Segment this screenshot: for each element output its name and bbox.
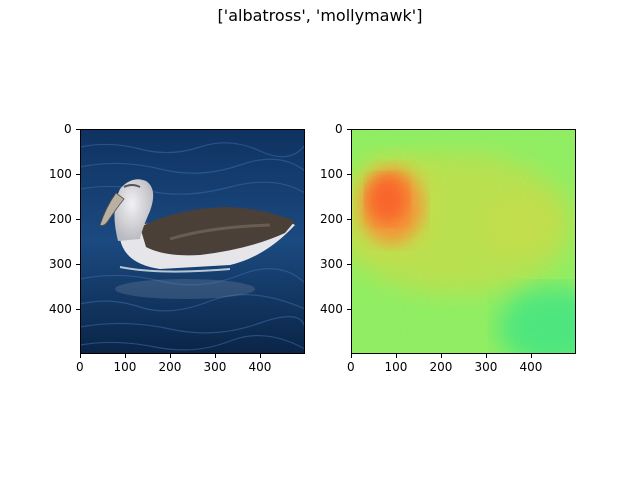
heatmap-panel: 0 100 200 300 400 0 100 200 300 400 <box>320 122 576 374</box>
y-tick-label: 200 <box>49 212 72 226</box>
x-tick-mark <box>79 354 81 358</box>
x-tick-mark <box>124 354 126 358</box>
bird-reflection <box>115 279 255 299</box>
x-tick-label: 0 <box>76 360 84 374</box>
y-tick-label: 100 <box>320 167 343 181</box>
x-tick-label: 100 <box>384 360 408 374</box>
water-ripples <box>80 142 305 351</box>
y-tick-label: 0 <box>64 122 72 136</box>
y-tick-mark <box>347 263 351 265</box>
bird-head <box>114 179 154 241</box>
y-tick-mark <box>347 308 351 310</box>
x-tick-mark <box>485 354 487 358</box>
x-tick-mark <box>214 354 216 358</box>
x-tick-mark <box>395 354 397 358</box>
y-tick-mark <box>347 173 351 175</box>
bird-beak <box>99 192 125 226</box>
y-tick-label: 0 <box>335 122 343 136</box>
x-tick-label: 100 <box>113 360 137 374</box>
y-tick-label: 100 <box>49 167 72 181</box>
saliency-heatmap <box>351 129 576 354</box>
x-tick-mark <box>169 354 171 358</box>
x-tick-label: 300 <box>203 360 227 374</box>
y-tick-label: 400 <box>320 302 343 316</box>
y-tick-label: 400 <box>49 302 72 316</box>
y-tick-mark <box>347 218 351 220</box>
bird-wing <box>140 207 295 256</box>
y-tick-mark <box>76 218 80 220</box>
x-tick-mark <box>259 354 261 358</box>
y-tick-mark <box>347 128 351 130</box>
y-tick-label: 200 <box>320 212 343 226</box>
y-tick-mark <box>76 173 80 175</box>
y-tick-mark <box>76 308 80 310</box>
x-tick-label: 300 <box>474 360 498 374</box>
x-tick-mark <box>350 354 352 358</box>
y-tick-mark <box>76 128 80 130</box>
albatross-photo <box>80 129 305 354</box>
x-tick-label: 400 <box>248 360 272 374</box>
x-tick-mark <box>440 354 442 358</box>
x-tick-label: 200 <box>429 360 453 374</box>
x-tick-label: 400 <box>519 360 543 374</box>
x-tick-mark <box>530 354 532 358</box>
x-tick-label: 0 <box>347 360 355 374</box>
figure-title: ['albatross', 'mollymawk'] <box>217 6 423 25</box>
y-tick-label: 300 <box>49 257 72 271</box>
x-tick-label: 200 <box>158 360 182 374</box>
heatmap-noise <box>351 129 576 354</box>
photo-panel: 0 100 200 300 400 0 100 200 300 400 <box>49 122 305 374</box>
y-tick-label: 300 <box>320 257 343 271</box>
y-tick-mark <box>76 263 80 265</box>
